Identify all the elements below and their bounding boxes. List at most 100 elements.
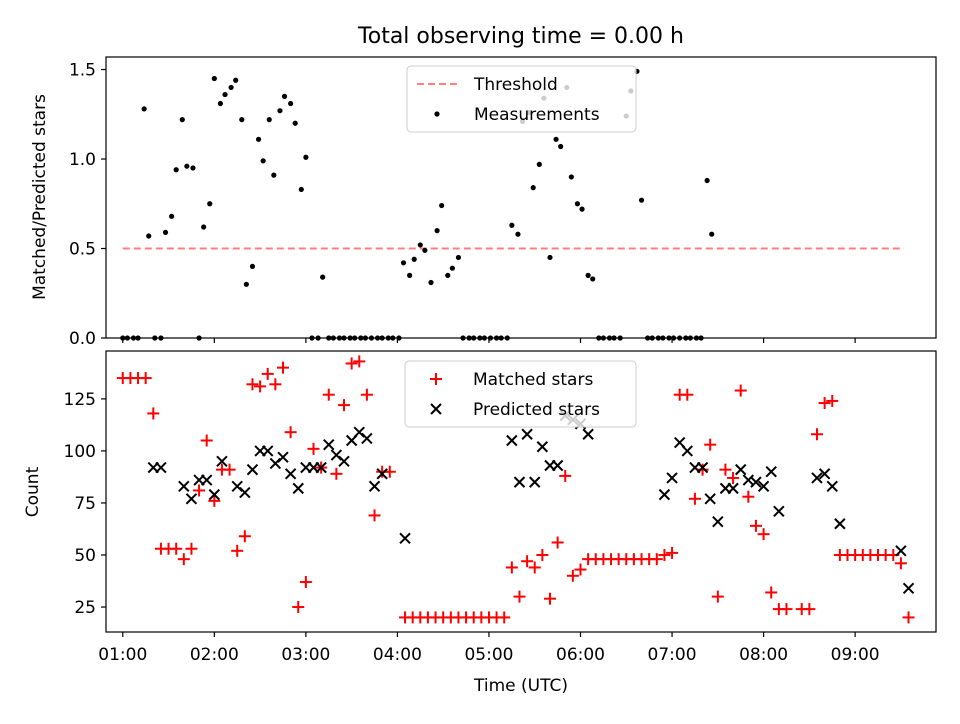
measurements-point <box>428 279 434 286</box>
legend-matched-label: Matched stars <box>473 370 593 390</box>
bottom-panel: 01:00 02:00 03:00 04:00 05:00 06:00 07:00 08:00… <box>23 350 937 696</box>
x-tick-label: 07:00 <box>648 645 697 665</box>
x-axis-label: Time (UTC) <box>473 676 568 696</box>
y-tick-label: 25 <box>74 598 96 618</box>
matched-stars-point <box>681 388 694 401</box>
measurements-point <box>547 254 553 261</box>
x-tick-label: 06:00 <box>556 645 605 665</box>
predicted-stars-point <box>742 474 755 486</box>
x-tick-label: 01:00 <box>98 645 147 665</box>
measurements-point <box>417 242 423 248</box>
predicted-stars-point <box>178 480 190 493</box>
measurements-point <box>515 231 521 237</box>
predicted-stars-point <box>734 463 747 476</box>
measurements-point <box>568 174 574 180</box>
matched-stars-point <box>810 428 823 441</box>
predicted-stars-point <box>216 455 228 468</box>
measurements-point <box>207 201 213 207</box>
matched-stars-point <box>368 509 381 522</box>
measurements-point <box>211 75 217 82</box>
top-panel: Total observing time = 0.00 h 0.0 0.5 1.0 1… <box>30 24 937 349</box>
y-tick-label: 0.5 <box>69 240 96 260</box>
predicted-stars-point <box>681 445 694 457</box>
matched-stars-point <box>177 553 190 566</box>
measurements-point <box>190 165 196 171</box>
measurements-point <box>228 84 234 91</box>
predicted-stars-point <box>658 488 671 501</box>
predicted-stars-point <box>826 480 838 493</box>
measurements-point <box>422 247 428 253</box>
legend-measurements-swatch <box>434 111 440 117</box>
predicted-stars-point <box>399 532 411 545</box>
matched-stars-point <box>566 569 579 582</box>
measurements-point <box>271 172 277 178</box>
measurements-point <box>266 117 272 123</box>
matched-stars-point <box>307 442 320 455</box>
matched-stars-point <box>322 388 335 401</box>
matched-stars-point <box>528 561 541 574</box>
measurements-point <box>162 229 169 236</box>
predicted-stars-point <box>185 493 198 505</box>
matched-stars-point <box>559 469 572 482</box>
top-legend: Threshold Measurements <box>406 65 637 133</box>
predicted-stars-point <box>506 434 518 447</box>
measurements-point <box>292 120 298 126</box>
predicted-stars-point <box>521 428 533 440</box>
measurements-point <box>400 260 407 266</box>
matched-stars-point <box>719 463 732 476</box>
matched-stars-point <box>505 561 518 574</box>
matched-stars-point <box>826 394 839 407</box>
matched-stars-point <box>139 372 152 385</box>
predicted-stars-point <box>338 455 350 468</box>
bottom-y-axis-label: Count <box>23 466 43 517</box>
matched-stars-point <box>208 494 221 507</box>
predicted-stars-point <box>712 515 724 528</box>
matched-stars-point <box>734 384 747 397</box>
measurements-point <box>173 167 179 173</box>
predicted-stars-point <box>704 493 716 505</box>
measurements-point <box>590 276 596 282</box>
legend-threshold-label: Threshold <box>473 75 558 95</box>
legend-predicted-swatch <box>430 403 442 415</box>
matched-stars-point <box>650 553 663 566</box>
predicted-stars-point <box>529 476 541 488</box>
measurements-point <box>249 263 256 270</box>
matched-stars-point <box>231 544 244 557</box>
matched-stars-point <box>696 463 709 476</box>
measurements-point <box>579 206 585 212</box>
matched-stars-point <box>345 357 358 370</box>
predicted-stars-point <box>155 461 167 474</box>
measurements-point <box>638 197 645 203</box>
measurements-point <box>434 228 440 234</box>
predicted-stars-point <box>277 451 289 463</box>
legend-box <box>404 360 637 428</box>
measurements-point <box>445 272 451 278</box>
predicted-stars-point <box>513 476 526 488</box>
y-tick-label: 100 <box>64 442 96 462</box>
measurements-point <box>298 186 304 193</box>
legend-measurements-label: Measurements <box>474 105 600 125</box>
matched-stars-point <box>688 492 701 505</box>
matched-stars-point <box>711 590 724 603</box>
bottom-axes-frame <box>105 350 937 633</box>
matched-stars-point <box>803 603 816 616</box>
predicted-stars-point <box>361 432 373 445</box>
predicted-stars-point <box>323 438 335 451</box>
predicted-stars-point <box>208 488 221 501</box>
measurements-point <box>439 202 445 209</box>
matched-stars-point <box>276 361 289 374</box>
predicted-stars-point <box>284 468 297 480</box>
predicted-stars-point <box>895 545 907 557</box>
matched-stars-point <box>818 397 831 410</box>
x-tick-label: 02:00 <box>190 645 239 665</box>
predicted-stars-point <box>902 582 915 594</box>
bottom-legend: Matched stars Predicted stars <box>404 360 637 428</box>
measurements-point <box>455 254 462 261</box>
measurements-point <box>179 117 185 123</box>
measurements-point <box>303 154 309 160</box>
y-tick-label: 50 <box>74 546 96 566</box>
x-tick-label: 08:00 <box>739 645 788 665</box>
measurements-point <box>233 77 239 83</box>
measurements-point <box>222 91 228 98</box>
